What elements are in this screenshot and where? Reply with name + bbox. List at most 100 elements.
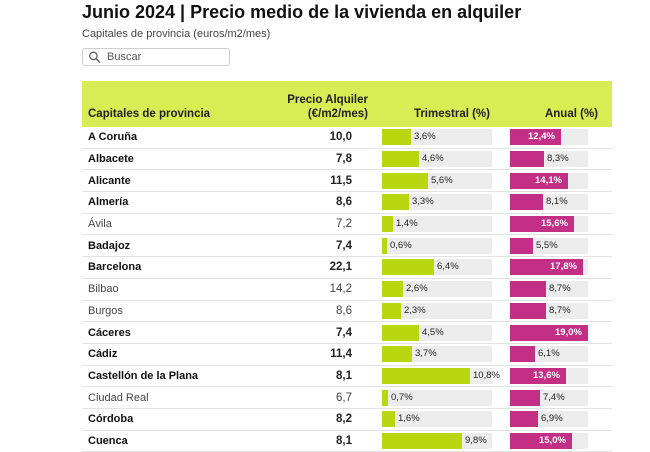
anual-bar bbox=[510, 281, 546, 298]
table-row: Cáceres 7,4 4,5% 19,0% bbox=[82, 321, 612, 344]
anual-cell: 13,6% bbox=[504, 365, 612, 388]
table-row: Almería 8,6 3,3% 8,1% bbox=[82, 191, 612, 214]
trim-bar-track: 5,6% bbox=[382, 172, 492, 189]
capital-name: Cádiz bbox=[82, 343, 257, 366]
anual-bar-track: 7,4% bbox=[510, 389, 588, 406]
trim-bar-track: 1,4% bbox=[382, 216, 492, 233]
column-header-capital[interactable]: Capitales de provincia bbox=[82, 81, 257, 127]
trim-value-label: 6,4% bbox=[437, 261, 459, 273]
table-body: A Coruña 10,0 3,6% 12,4% Albacete 7,8 4,6% 8,3%… bbox=[82, 127, 612, 452]
rent-price: 7,4 bbox=[257, 321, 374, 344]
page: Junio 2024 | Precio medio de la vivienda… bbox=[82, 2, 612, 452]
trim-bar-track: 4,5% bbox=[382, 324, 492, 341]
anual-bar bbox=[510, 367, 566, 384]
anual-bar-track: 12,4% bbox=[510, 129, 588, 146]
anual-bar bbox=[510, 302, 546, 319]
rent-price: 7,8 bbox=[257, 148, 374, 171]
capital-name: Cáceres bbox=[82, 321, 257, 344]
table-row: Burgos 8,6 2,3% 8,7% bbox=[82, 300, 612, 323]
anual-cell: 15,6% bbox=[504, 213, 612, 236]
table-row: Badajoz 7,4 0,6% 5,5% bbox=[82, 234, 612, 258]
trim-cell: 9,8% bbox=[374, 430, 504, 452]
anual-cell: 14,1% bbox=[504, 169, 612, 193]
anual-value-label: 8,7% bbox=[549, 304, 571, 316]
column-header-anual[interactable]: Anual (%) bbox=[504, 81, 612, 127]
anual-bar-track: 8,3% bbox=[510, 151, 588, 168]
capital-name: Alicante bbox=[82, 169, 257, 193]
rent-price-table: Capitales de provincia Precio Alquiler (… bbox=[82, 81, 612, 452]
anual-cell: 5,5% bbox=[504, 234, 612, 258]
trim-value-label: 4,5% bbox=[422, 326, 444, 338]
anual-value-label: 8,1% bbox=[546, 196, 568, 208]
rent-price: 11,4 bbox=[257, 343, 374, 366]
trim-bar bbox=[382, 302, 401, 319]
capital-name: Albacete bbox=[82, 148, 257, 171]
trim-cell: 0,6% bbox=[374, 234, 504, 258]
anual-cell: 6,9% bbox=[504, 408, 612, 431]
rent-price: 22,1 bbox=[257, 256, 374, 279]
trim-cell: 0,7% bbox=[374, 386, 504, 409]
trim-value-label: 2,3% bbox=[404, 304, 426, 316]
capital-name: Ciudad Real bbox=[82, 386, 257, 409]
anual-value-label: 13,6% bbox=[533, 369, 560, 381]
trim-bar-track: 3,3% bbox=[382, 194, 492, 211]
page-title: Junio 2024 | Precio medio de la vivienda… bbox=[82, 2, 522, 22]
trim-bar-track: 9,8% bbox=[382, 432, 492, 449]
anual-bar bbox=[510, 389, 540, 406]
column-header-trimestral[interactable]: Trimestral (%) bbox=[374, 81, 504, 127]
anual-bar-track: 6,9% bbox=[510, 411, 588, 428]
table-row: Ávila 7,2 1,4% 15,6% bbox=[82, 213, 612, 236]
anual-bar-track: 5,5% bbox=[510, 237, 588, 254]
trim-value-label: 5,6% bbox=[431, 174, 453, 186]
trim-bar bbox=[382, 259, 434, 276]
anual-bar-track: 17,8% bbox=[510, 259, 588, 276]
trim-value-label: 1,6% bbox=[398, 413, 420, 425]
anual-value-label: 8,3% bbox=[547, 153, 569, 165]
anual-bar bbox=[510, 411, 538, 428]
rent-price: 14,2 bbox=[257, 278, 374, 301]
rent-price: 10,0 bbox=[257, 127, 374, 149]
trim-cell: 4,5% bbox=[374, 321, 504, 344]
search-input[interactable] bbox=[105, 50, 229, 64]
anual-cell: 8,1% bbox=[504, 191, 612, 214]
page-subtitle: Capitales de provincia (euros/m2/mes) bbox=[82, 28, 271, 40]
capital-name: Burgos bbox=[82, 300, 257, 323]
trim-bar bbox=[382, 432, 462, 449]
table-row: Albacete 7,8 4,6% 8,3% bbox=[82, 148, 612, 171]
table-row: Córdoba 8,2 1,6% 6,9% bbox=[82, 408, 612, 431]
rent-price: 7,4 bbox=[257, 234, 374, 258]
trim-value-label: 0,6% bbox=[390, 239, 412, 251]
rent-price: 8,2 bbox=[257, 408, 374, 431]
search-box[interactable] bbox=[82, 48, 230, 66]
trim-value-label: 1,4% bbox=[396, 218, 418, 230]
trim-bar-track: 0,7% bbox=[382, 389, 492, 406]
rent-price: 8,6 bbox=[257, 191, 374, 214]
rent-price: 7,2 bbox=[257, 213, 374, 236]
column-header-precio[interactable]: Precio Alquiler (€/m2/mes) bbox=[257, 81, 374, 127]
trim-cell: 1,4% bbox=[374, 213, 504, 236]
table-row: Castellón de la Plana 8,1 10,8% 13,6% bbox=[82, 365, 612, 388]
anual-cell: 8,7% bbox=[504, 278, 612, 301]
trim-bar bbox=[382, 324, 419, 341]
anual-bar bbox=[510, 194, 543, 211]
table-header-row: Capitales de provincia Precio Alquiler (… bbox=[82, 81, 612, 127]
anual-bar-track: 14,1% bbox=[510, 172, 588, 189]
anual-cell: 17,8% bbox=[504, 256, 612, 279]
trim-bar bbox=[382, 346, 412, 363]
anual-value-label: 14,1% bbox=[535, 174, 562, 186]
trim-bar-track: 0,6% bbox=[382, 237, 492, 254]
anual-cell: 8,7% bbox=[504, 300, 612, 323]
anual-bar-track: 8,7% bbox=[510, 302, 588, 319]
anual-cell: 15,0% bbox=[504, 430, 612, 452]
table-row: Alicante 11,5 5,6% 14,1% bbox=[82, 169, 612, 193]
rent-price: 11,5 bbox=[257, 169, 374, 193]
trim-cell: 10,8% bbox=[374, 365, 504, 388]
anual-cell: 8,3% bbox=[504, 148, 612, 171]
anual-bar-track: 15,0% bbox=[510, 432, 588, 449]
trim-bar-track: 3,7% bbox=[382, 346, 492, 363]
rent-price: 6,7 bbox=[257, 386, 374, 409]
trim-bar bbox=[382, 389, 388, 406]
trim-cell: 2,6% bbox=[374, 278, 504, 301]
anual-bar bbox=[510, 151, 544, 168]
trim-value-label: 3,6% bbox=[414, 131, 436, 143]
